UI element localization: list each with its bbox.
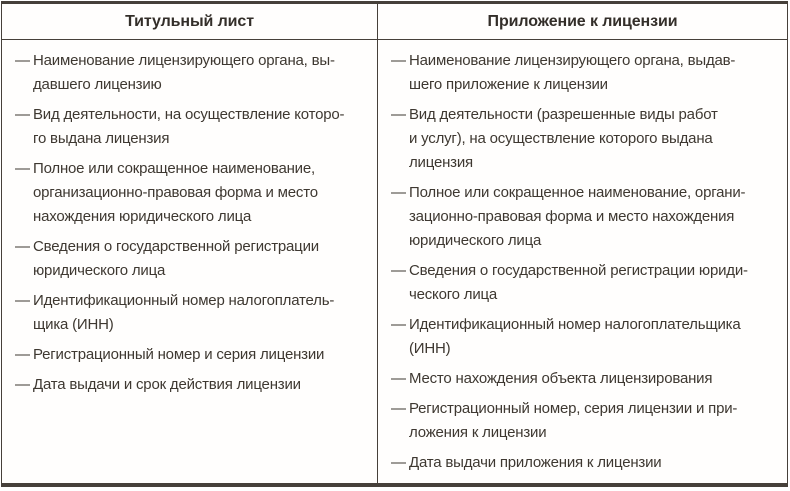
list-item: — Наименование лицензирующего органа, выд… [391,49,782,97]
item-text: Полное или сокращенное наименование, орг… [33,160,318,225]
column-body-license-appendix: — Наименование лицензирующего органа, выд… [378,40,787,483]
item-text: Полное или сокращенное наименование, орг… [409,184,746,249]
dash-bullet: — [391,262,406,279]
item-text: Наименование лицензирующего органа, вы- … [33,52,335,93]
dash-bullet: — [15,346,30,363]
list-item: — Регистрационный номер, серия лицензии и… [391,397,782,445]
dash-bullet: — [15,238,30,255]
list-item: — Сведения о государственной регистрации … [15,235,372,283]
list-item: — Дата выдачи и срок действия лицензии [15,373,372,397]
dash-bullet: — [391,316,406,333]
dash-bullet: — [391,52,406,69]
list-item: — Наименование лицензирующего органа, вы-… [15,49,372,97]
item-text: Место нахождения объекта лицензирования [409,370,713,387]
list-item: — Регистрационный номер и серия лицензии [15,343,372,367]
column-header-title-page: Титульный лист [2,4,378,40]
item-text: Регистрационный номер и серия лицензии [33,346,325,363]
list-item: — Идентификационный номер налогоплательщи… [391,313,782,361]
list-item: — Вид деятельности (разрешенные виды рабо… [391,103,782,175]
list-item: — Место нахождения объекта лицензирования [391,367,782,391]
item-text: Регистрационный номер, серия лицензии и … [409,400,738,441]
item-text: Вид деятельности (разрешенные виды работ… [409,106,718,171]
item-text: Сведения о государственной регистрации ю… [409,262,748,303]
dash-bullet: — [15,292,30,309]
item-text: Вид деятельности, на осуществление котор… [33,106,345,147]
item-text: Дата выдачи приложения к лицензии [409,454,662,471]
dash-bullet: — [391,454,406,471]
column-header-license-appendix: Приложение к лицензии [378,4,787,40]
dash-bullet: — [391,184,406,201]
list-item: — Дата выдачи приложения к лицензии [391,451,782,475]
dash-bullet: — [15,376,30,393]
list-item: — Сведения о государственной регистрации … [391,259,782,307]
item-text: Наименование лицензирующего органа, выда… [409,52,736,93]
item-text: Дата выдачи и срок действия лицензии [33,376,301,393]
column-header-label: Приложение к лицензии [487,12,678,30]
dash-bullet: — [391,400,406,417]
list-item: — Полное или сокращенное наименование, ор… [15,157,372,229]
list-item: — Полное или сокращенное наименование, ор… [391,181,782,253]
dash-bullet: — [15,160,30,177]
item-text: Идентификационный номер налогоплатель- щ… [33,292,335,333]
list-item: — Вид деятельности, на осуществление кото… [15,103,372,151]
column-header-label: Титульный лист [125,12,254,30]
list-item: — Идентификационный номер налогоплатель- … [15,289,372,337]
item-text: Сведения о государственной регистрации ю… [33,238,319,279]
dash-bullet: — [391,106,406,123]
column-body-title-page: — Наименование лицензирующего органа, вы-… [2,40,378,483]
dash-bullet: — [15,52,30,69]
item-text: Идентификационный номер налогоплательщик… [409,316,741,357]
dash-bullet: — [15,106,30,123]
dash-bullet: — [391,370,406,387]
